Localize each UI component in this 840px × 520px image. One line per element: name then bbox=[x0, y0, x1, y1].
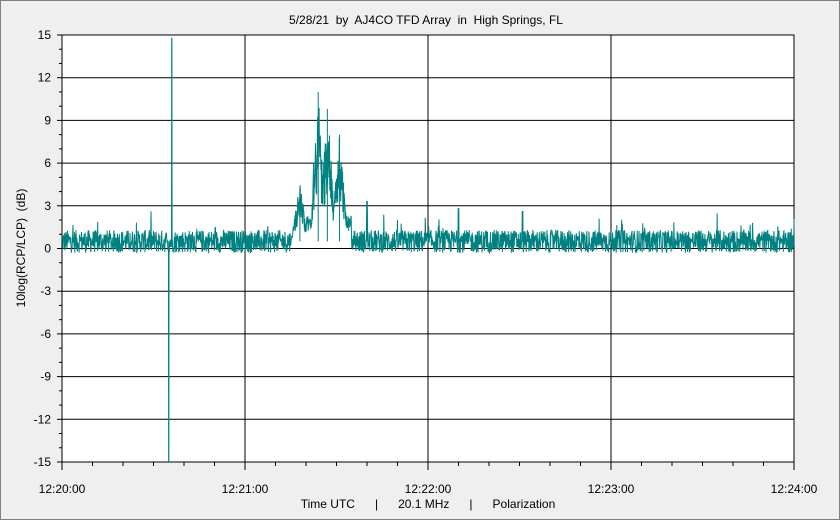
y-tick-label: 0 bbox=[44, 242, 51, 256]
y-tick-labels: 15 12 9 6 3 0 -3 -6 -9 -12 -15 bbox=[34, 28, 52, 469]
chart-title: 5/28/21 by AJ4CO TFD Array in High Sprin… bbox=[289, 13, 563, 27]
x-axis-label: Time UTC | 20.1 MHz | Polarization bbox=[301, 497, 556, 511]
y-tick-label: 15 bbox=[38, 28, 52, 42]
axis-ticks bbox=[57, 34, 795, 470]
x-tick-label: 12:21:00 bbox=[222, 482, 269, 496]
y-axis-label: 10log(RCP/LCP) (dB) bbox=[14, 189, 28, 308]
y-tick-label: -15 bbox=[34, 455, 52, 469]
series-group bbox=[61, 37, 795, 463]
x-tick-label: 12:23:00 bbox=[588, 482, 635, 496]
x-tick-label: 12:24:00 bbox=[771, 482, 818, 496]
x-tick-labels: 12:20:00 12:21:00 12:22:00 12:23:00 12:24:00 bbox=[39, 482, 818, 496]
series-line bbox=[61, 37, 795, 463]
x-tick-label: 12:20:00 bbox=[39, 482, 86, 496]
y-tick-label: 12 bbox=[38, 71, 52, 85]
y-tick-label: 6 bbox=[44, 156, 51, 170]
y-tick-label: -9 bbox=[40, 370, 51, 384]
y-tick-label: -12 bbox=[34, 412, 52, 426]
x-tick-label: 12:22:00 bbox=[405, 482, 452, 496]
y-tick-label: 9 bbox=[44, 113, 51, 127]
y-tick-label: -3 bbox=[40, 284, 51, 298]
y-tick-label: 3 bbox=[44, 199, 51, 213]
y-tick-label: -6 bbox=[40, 327, 51, 341]
